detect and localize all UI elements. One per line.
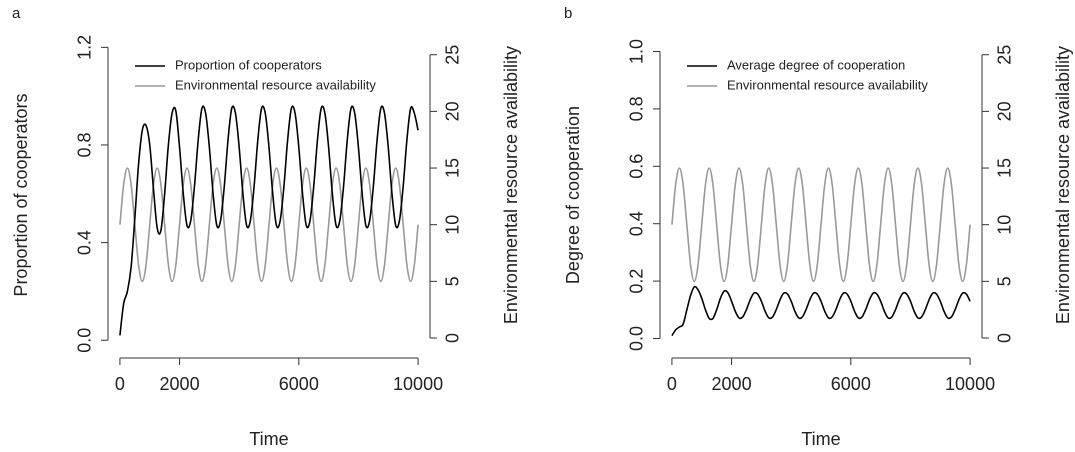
y-tick-label: 0.4 (75, 230, 95, 255)
series-line (671, 167, 971, 283)
legend-label: Average degree of cooperation (727, 57, 905, 72)
series-line (119, 167, 419, 283)
y2-tick-label: 0 (995, 333, 1015, 343)
y2-tick-label: 20 (995, 101, 1015, 121)
x-axis-title: Time (801, 429, 840, 449)
y-tick-label: 0.0 (75, 328, 95, 353)
panel-label: a (12, 5, 21, 22)
series-line (671, 285, 971, 337)
y-axis-title: Degree of cooperation (563, 106, 583, 284)
x-tick-label: 2000 (160, 374, 200, 394)
y2-axis-title: Environmental resource availability (1053, 46, 1073, 324)
panel-label: b (564, 5, 572, 22)
y-tick-label: 0.8 (627, 96, 647, 121)
y-tick-label: 0.4 (627, 211, 647, 236)
x-tick-label: 6000 (831, 374, 871, 394)
legend-label: Environmental resource availability (727, 77, 928, 92)
y2-tick-label: 10 (443, 215, 463, 235)
y-tick-label: 0.6 (627, 154, 647, 179)
x-tick-label: 6000 (279, 374, 319, 394)
y-axis-title: Proportion of cooperators (11, 93, 31, 296)
y-tick-label: 1.2 (75, 35, 95, 60)
x-tick-label: 0 (115, 374, 125, 394)
y2-tick-label: 25 (995, 45, 1015, 65)
legend-label: Proportion of cooperators (175, 57, 322, 72)
x-tick-label: 10000 (393, 374, 443, 394)
y2-tick-label: 10 (995, 215, 1015, 235)
y-tick-label: 1.0 (627, 39, 647, 64)
y-tick-label: 0.0 (627, 326, 647, 351)
y2-tick-label: 15 (995, 158, 1015, 178)
y2-tick-label: 15 (443, 158, 463, 178)
x-tick-label: 0 (667, 374, 677, 394)
y2-tick-label: 5 (995, 276, 1015, 286)
x-tick-label: 10000 (945, 374, 995, 394)
y2-tick-label: 20 (443, 101, 463, 121)
series-line (119, 105, 419, 336)
x-axis-title: Time (249, 429, 288, 449)
y2-tick-label: 25 (443, 45, 463, 65)
x-tick-label: 2000 (712, 374, 752, 394)
y2-tick-label: 5 (443, 276, 463, 286)
y2-axis-title: Environmental resource availability (501, 46, 521, 324)
y-tick-label: 0.2 (627, 269, 647, 294)
legend-label: Environmental resource availability (175, 77, 376, 92)
y2-tick-label: 0 (443, 333, 463, 343)
y-tick-label: 0.8 (75, 132, 95, 157)
